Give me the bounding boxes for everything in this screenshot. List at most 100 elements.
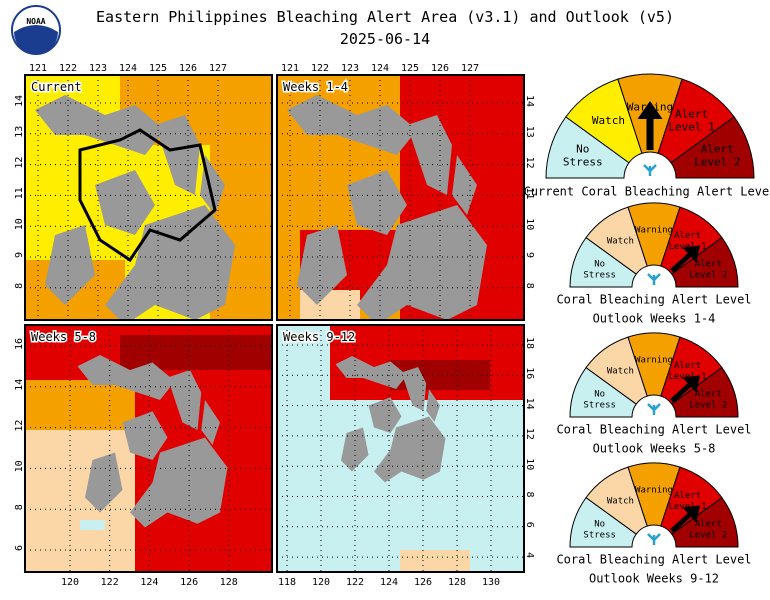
y-tick-label: 10 — [524, 218, 535, 230]
gauge-needle — [670, 250, 695, 273]
gauge-level-label: Alert — [675, 107, 708, 120]
y-tick-label: 9 — [14, 252, 25, 258]
gauge-caption: Outlook Weeks 9-12 — [589, 572, 719, 586]
x-tick-label: 126 — [414, 577, 432, 588]
x-tick-label: 126 — [180, 577, 198, 588]
gauge-level-label: Level 2 — [689, 530, 727, 540]
gauge-level-label: Watch — [592, 114, 625, 127]
x-tick-label: 125 — [149, 63, 167, 74]
y-tick-label: 14 — [524, 398, 535, 410]
x-tick-label: 122 — [311, 63, 329, 74]
x-tick-label: 124 — [380, 577, 398, 588]
map-label: Weeks 9-12 — [283, 330, 355, 344]
gauge-level-label: Stress — [563, 156, 603, 169]
gauge-level-label: Level 2 — [689, 400, 727, 410]
gauge-level-label: Level 1 — [669, 242, 707, 252]
gauge-level-label: Alert — [695, 259, 722, 269]
map-current — [25, 75, 272, 320]
map-frames — [24, 74, 525, 573]
gauge-needle — [670, 510, 695, 533]
x-tick-label: 124 — [119, 63, 137, 74]
y-tick-label: 11 — [14, 187, 25, 199]
gauge-sector — [671, 366, 739, 418]
gauge-level-label: No — [594, 519, 605, 529]
gauge-level-label: Alert — [695, 389, 722, 399]
gauge-level-label: Stress — [583, 270, 616, 280]
y-tick-label: 6 — [14, 545, 25, 551]
y-tick-label: 8 — [524, 491, 535, 497]
gauge-level-label: Level 2 — [689, 270, 727, 280]
x-tick-label: 128 — [220, 577, 238, 588]
x-tick-label: 130 — [482, 577, 500, 588]
y-tick-label: 10 — [14, 460, 25, 472]
gauge-needle-head — [682, 245, 701, 263]
gauge-needle-head — [682, 505, 701, 523]
map-label: Current — [31, 80, 82, 94]
map-label: Weeks 1-4 — [283, 80, 348, 94]
gauge-caption: Coral Bleaching Alert Level — [556, 423, 751, 437]
x-tick-label: 127 — [461, 63, 479, 74]
y-tick-label: 9 — [524, 252, 535, 258]
y-tick-label: 11 — [524, 187, 535, 199]
coral-icon — [647, 273, 661, 285]
gauge-level-label: Level 1 — [668, 120, 714, 133]
y-tick-label: 13 — [524, 126, 535, 138]
gauge-caption: Coral Bleaching Alert Level — [556, 553, 751, 567]
y-tick-label: 8 — [14, 504, 25, 510]
map-weeks-1-4 — [277, 75, 524, 320]
x-tick-label: 120 — [312, 577, 330, 588]
gauge-level-label: Alert — [695, 519, 722, 529]
date: 2025-06-14 — [340, 30, 430, 48]
y-tick-label: 8 — [524, 283, 535, 289]
coral-icon — [647, 403, 661, 415]
x-tick-label: 122 — [59, 63, 77, 74]
gauge-level-label: Warning — [635, 225, 673, 235]
y-tick-label: 6 — [524, 522, 535, 528]
logo: NOAA — [11, 5, 61, 55]
x-tick-label: 120 — [61, 577, 79, 588]
gauge-needle-head — [682, 375, 701, 393]
gauge-level-label: Level 2 — [694, 156, 740, 169]
y-tick-label: 14 — [524, 95, 535, 107]
coral-icon — [647, 533, 661, 545]
map-weeks-5-8 — [25, 325, 272, 572]
logo-text: NOAA — [26, 17, 45, 26]
gauge-level-label: Stress — [583, 530, 616, 540]
x-tick-label: 126 — [431, 63, 449, 74]
y-tick-label: 10 — [524, 458, 535, 470]
y-tick-label: 14 — [14, 379, 25, 391]
x-tick-label: 124 — [140, 577, 158, 588]
y-tick-label: 12 — [14, 157, 25, 169]
x-tick-label: 121 — [281, 63, 299, 74]
x-tick-label: 122 — [346, 577, 364, 588]
gauge-level-label: Warning — [635, 485, 673, 495]
gauge-sector — [671, 236, 739, 288]
y-tick-label: 13 — [14, 126, 25, 138]
gauge-level-label: Stress — [583, 400, 616, 410]
gauge-level-label: Alert — [674, 361, 701, 371]
y-tick-label: 4 — [524, 552, 535, 558]
gauge-level-label: Watch — [607, 496, 634, 506]
gauge-needle — [670, 380, 695, 403]
gauge-level-label: No — [594, 389, 605, 399]
gauge-level-label: Alert — [701, 143, 734, 156]
x-tick-label: 127 — [209, 63, 227, 74]
gauge-level-label: Watch — [607, 366, 634, 376]
x-tick-label: 125 — [401, 63, 419, 74]
gauge-needle-head — [637, 101, 663, 119]
y-tick-label: 10 — [14, 218, 25, 230]
y-tick-label: 14 — [14, 95, 25, 107]
x-tick-label: 124 — [371, 63, 389, 74]
gauge-level-label: Watch — [607, 236, 634, 246]
x-tick-label: 123 — [89, 63, 107, 74]
x-tick-label: 121 — [29, 63, 47, 74]
gauge-level-label: Warning — [635, 355, 673, 365]
gauge-level-label: Level 1 — [669, 502, 707, 512]
x-tick-label: 128 — [448, 577, 466, 588]
y-tick-label: 8 — [14, 283, 25, 289]
y-tick-label: 12 — [14, 420, 25, 432]
gauge-caption: Coral Bleaching Alert Level — [556, 293, 751, 307]
gauge-level-label: No — [594, 259, 605, 269]
map-label: Weeks 5-8 — [31, 330, 96, 344]
